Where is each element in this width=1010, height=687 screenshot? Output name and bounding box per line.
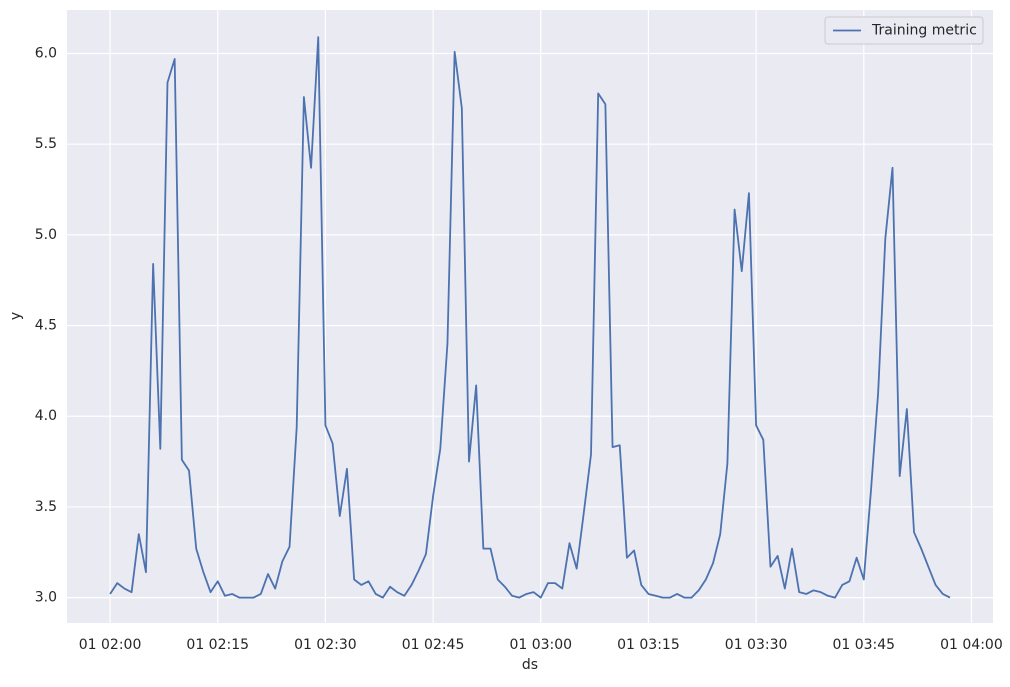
y-tick-label: 3.5 — [35, 499, 57, 515]
x-axis-label: ds — [522, 657, 538, 673]
y-tick-label: 5.5 — [35, 136, 57, 152]
x-tick-label: 01 02:45 — [402, 637, 465, 653]
x-tick-label: 01 03:00 — [509, 637, 572, 653]
y-tick-label: 6.0 — [35, 46, 57, 62]
x-tick-label: 01 03:30 — [725, 637, 788, 653]
x-tick-label: 01 03:15 — [617, 637, 680, 653]
x-tick-label: 01 02:15 — [186, 637, 249, 653]
y-tick-label: 3.0 — [35, 590, 57, 606]
legend-box — [824, 16, 984, 45]
x-tick-label: 01 04:00 — [940, 637, 1003, 653]
x-tick-label: 01 02:00 — [79, 637, 142, 653]
legend-label: Training metric — [871, 23, 977, 39]
y-axis-label: y — [8, 312, 24, 320]
y-tick-label: 5.0 — [35, 227, 57, 243]
y-tick-label: 4.0 — [35, 408, 57, 424]
plot-area — [67, 10, 993, 623]
x-tick-label: 01 03:45 — [832, 637, 895, 653]
x-tick-label: 01 02:30 — [294, 637, 357, 653]
line — [109, 36, 951, 599]
y-tick-label: 4.5 — [35, 318, 57, 334]
